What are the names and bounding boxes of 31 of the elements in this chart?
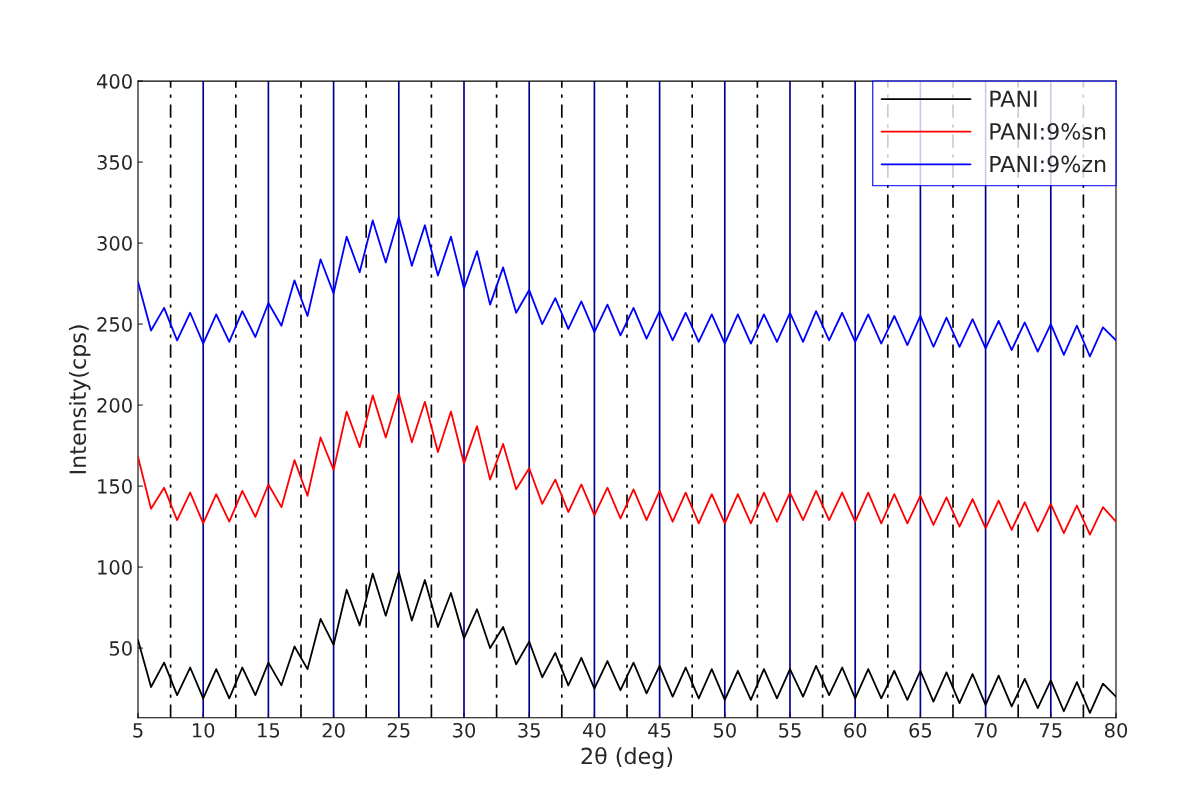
x-tick-label: 60 xyxy=(844,722,867,738)
x-axis-title: 2θ (deg) xyxy=(581,746,673,769)
x-tick-label: 15 xyxy=(258,723,280,738)
x-tick-label: 25 xyxy=(387,722,410,738)
x-tick-label: 10 xyxy=(192,722,215,738)
line-series xyxy=(138,392,1116,536)
x-tick-label: 30 xyxy=(453,722,476,738)
y-axis-title: Intensity(cps) xyxy=(68,325,91,474)
x-tick-label: 45 xyxy=(648,723,671,738)
y-tick-label: 150 xyxy=(98,479,132,494)
x-tick-label: 40 xyxy=(582,722,606,738)
x-tick-label: 65 xyxy=(909,722,932,738)
y-tick-label: 350 xyxy=(97,155,132,170)
x-tick-label: 35 xyxy=(518,722,540,738)
x-tick-label: 5 xyxy=(133,723,143,738)
line-series xyxy=(138,216,1116,358)
legend-label: PANI xyxy=(990,90,1037,107)
x-tick-label: 70 xyxy=(974,722,997,738)
x-tick-label: 75 xyxy=(1040,723,1062,738)
x-tick-label: 20 xyxy=(322,722,345,738)
legend-label: PANI:9%zn xyxy=(990,155,1106,173)
y-tick-label: 100 xyxy=(98,560,132,575)
y-tick-label: 400 xyxy=(96,74,132,89)
x-tick-label: 80 xyxy=(1104,722,1128,738)
x-tick-label: 50 xyxy=(713,722,736,738)
y-tick-label: 300 xyxy=(97,236,132,251)
y-tick-label: 50 xyxy=(109,641,132,656)
x-tick-label: 55 xyxy=(779,723,801,738)
y-tick-label: 250 xyxy=(97,317,132,332)
legend-label: PANI:9%sn xyxy=(990,123,1106,140)
y-tick-label: 200 xyxy=(97,398,132,413)
